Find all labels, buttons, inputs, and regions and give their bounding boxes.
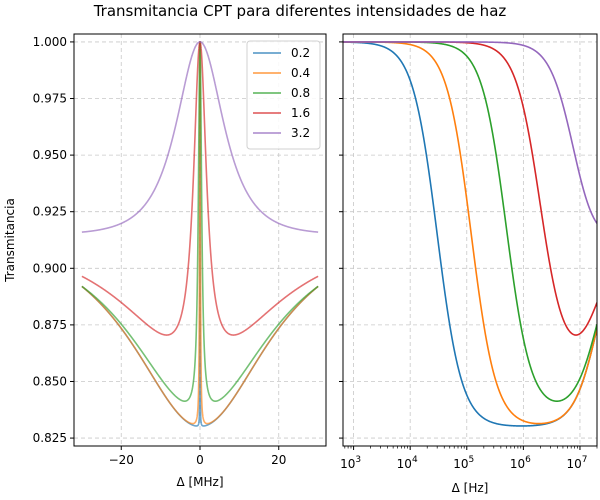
y-tick-label: 0.875 xyxy=(33,318,67,332)
y-tick-label: 0.950 xyxy=(33,148,67,162)
right-x-axis-label: Δ [Hz] xyxy=(452,481,489,495)
y-tick-label: 0.975 xyxy=(33,92,67,106)
left-series-line-3.2 xyxy=(81,41,319,233)
y-tick-label: 0.850 xyxy=(33,374,67,388)
right-plot-area xyxy=(343,41,597,427)
left-x-axis-label: Δ [MHz] xyxy=(176,475,223,489)
right-series-line-0.4 xyxy=(343,41,597,425)
right-x-tick-label: 106 xyxy=(510,455,531,471)
left-x-tick-label: 20 xyxy=(271,453,286,467)
legend-label-0.2: 0.2 xyxy=(291,46,310,60)
legend-label-0.8: 0.8 xyxy=(291,86,310,100)
left-x-tick-label: −20 xyxy=(109,453,134,467)
y-tick-label: 0.900 xyxy=(33,261,67,275)
right-x-tick-label: 107 xyxy=(566,455,587,471)
legend-label-0.4: 0.4 xyxy=(291,66,310,80)
left-ticks: −20 0 20 0.825 0.850 0.875 0.900 0.925 0.950 0.97… xyxy=(33,35,287,467)
right-panel: 103 104 105 106 107 Δ [Hz] xyxy=(339,33,598,495)
legend-label-1.6: 1.6 xyxy=(291,106,310,120)
left-x-tick-label: 0 xyxy=(196,453,204,467)
right-grid xyxy=(343,34,597,446)
legend-box xyxy=(246,40,321,150)
legend-label-3.2: 3.2 xyxy=(291,126,310,140)
right-x-tick-label: 103 xyxy=(340,455,361,471)
figure-title: Transmitancia CPT para diferentes intens… xyxy=(93,2,507,20)
right-axes-frame xyxy=(342,33,598,447)
left-panel: −20 0 20 0.825 0.850 0.875 0.900 0.925 0.950 0.97… xyxy=(3,33,327,489)
right-series-line-0.2 xyxy=(343,41,597,427)
legend: 0.2 0.4 0.8 1.6 3.2 xyxy=(246,40,321,150)
y-axis-label: Transmitancia xyxy=(3,198,17,283)
y-tick-label: 0.825 xyxy=(33,431,67,445)
right-x-tick-label: 105 xyxy=(453,455,474,471)
right-series-line-3.2 xyxy=(343,41,597,224)
right-ticks: 103 104 105 106 107 xyxy=(339,41,598,471)
right-x-tick-label: 104 xyxy=(397,455,418,471)
y-tick-label: 1.000 xyxy=(33,35,67,49)
right-series-line-1.6 xyxy=(343,41,597,336)
left-plot-area xyxy=(81,41,319,427)
y-tick-label: 0.925 xyxy=(33,205,67,219)
